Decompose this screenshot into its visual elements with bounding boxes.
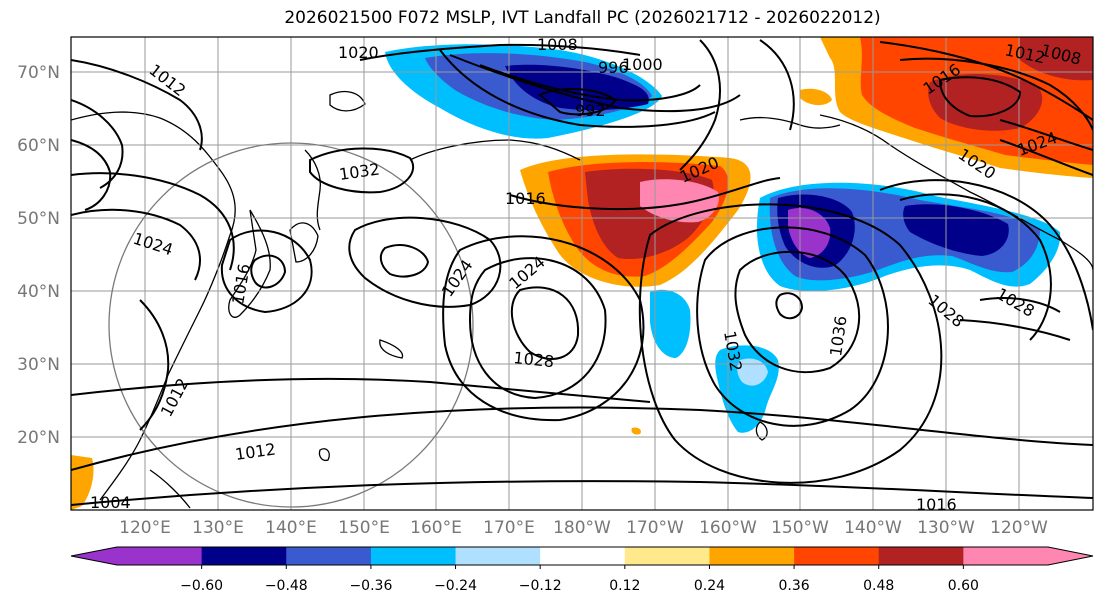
colorbar: −0.60 −0.48 −0.36 −0.24 −0.12 0.12 0.24 0.36 0.4… (70, 546, 1094, 594)
contour-label: 992 (575, 101, 606, 120)
lon-tick-label: 120°E (119, 518, 171, 538)
mslp-contours (71, 39, 1093, 506)
colorbar-cell (709, 547, 795, 565)
contour-label: 1016 (916, 495, 957, 514)
lon-tick-label: 140°W (844, 518, 902, 538)
colorbar-tick-label: −0.48 (265, 578, 308, 594)
lon-tick-label: 160°W (699, 518, 757, 538)
colorbar-cell (878, 547, 964, 565)
colorbar-cell (624, 547, 710, 565)
lon-tick-label: 170°W (626, 518, 684, 538)
colorbar-cell (794, 547, 880, 565)
lon-tick-label: 150°E (338, 518, 390, 538)
colorbar-cell (455, 547, 541, 565)
colorbar-tick-label: −0.60 (180, 578, 223, 594)
colorbar-cell (963, 547, 1049, 565)
colorbar-tick-label: 0.48 (863, 578, 894, 594)
contour-label: 1016 (505, 189, 546, 208)
colorbar-tick-label: 0.60 (948, 578, 979, 594)
colorbar-cell (117, 547, 203, 565)
colorbar-tick-label: −0.12 (519, 578, 562, 594)
lat-tick-label: 30°N (17, 355, 60, 375)
colorbar-outline (70, 546, 1094, 566)
latitude-labels: 70°N 60°N 50°N 40°N 30°N 20°N (17, 63, 60, 448)
colorbar-cell (540, 547, 626, 565)
lon-tick-label: 130°W (917, 518, 975, 538)
contour-label: 1004 (90, 493, 131, 512)
lon-tick-label: 170°E (483, 518, 535, 538)
lon-tick-label: 150°W (771, 518, 829, 538)
lat-tick-label: 60°N (17, 136, 60, 156)
colorbar-tick-label: 0.12 (609, 578, 640, 594)
lon-tick-label: 160°E (410, 518, 462, 538)
colorbar-cell (201, 547, 287, 565)
colorbar-cell (370, 547, 457, 565)
colorbar-tick-label: −0.24 (434, 578, 477, 594)
colorbar-cell (286, 547, 372, 565)
colorbar-tick-label: 0.36 (779, 578, 810, 594)
lat-tick-label: 40°N (17, 282, 60, 302)
colorbar-tick-label: −0.36 (349, 578, 392, 594)
graticule (71, 37, 1093, 510)
contour-label: 1000 (622, 55, 663, 74)
map-title: 2026021500 F072 MSLP, IVT Landfall PC (2… (284, 8, 881, 28)
lat-tick-label: 50°N (17, 209, 60, 229)
colorbar-max-extension (1048, 547, 1093, 565)
lon-tick-label: 120°W (990, 518, 1048, 538)
lon-tick-label: 140°E (265, 518, 317, 538)
longitude-labels: 120°E 130°E 140°E 150°E 160°E 170°E 180°… (119, 518, 1048, 538)
contour-label: 996 (598, 58, 629, 77)
lat-tick-label: 20°N (17, 428, 60, 448)
lon-tick-label: 130°E (192, 518, 244, 538)
colorbar-min-extension (71, 547, 117, 565)
contour-label: 1008 (537, 35, 578, 54)
lat-tick-label: 70°N (17, 63, 60, 83)
lon-tick-label: 180°W (553, 518, 611, 538)
contour-label: 1028 (513, 348, 555, 371)
map-frame (70, 36, 1094, 511)
radius-circle (108, 142, 474, 508)
contour-label: 1020 (338, 43, 379, 62)
colorbar-tick-label: 0.24 (694, 578, 725, 594)
